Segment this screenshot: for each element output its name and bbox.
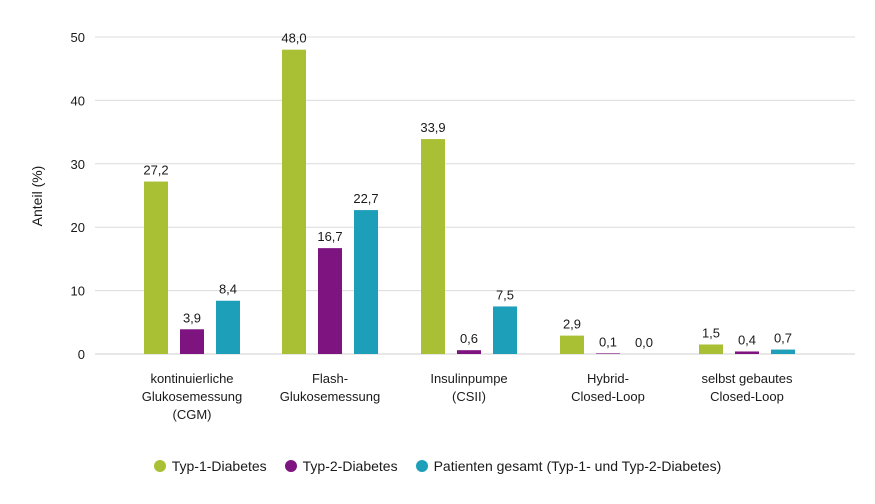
data-label: 7,5 <box>496 287 514 302</box>
data-label: 22,7 <box>353 191 378 206</box>
category-label: Flash- <box>312 371 348 386</box>
bar <box>596 353 620 354</box>
legend-swatch <box>415 460 428 472</box>
legend-swatch <box>153 460 166 472</box>
data-label: 0,0 <box>635 335 653 350</box>
bar <box>216 300 240 354</box>
data-label: 2,9 <box>563 317 581 332</box>
data-label: 33,9 <box>420 120 445 135</box>
y-tick-label: 40 <box>71 93 85 108</box>
y-tick-label: 20 <box>71 220 85 235</box>
legend-item: Typ-2-Diabetes <box>284 458 398 474</box>
legend-item: Patienten gesamt (Typ-1- und Typ-2-Diabe… <box>415 458 722 474</box>
data-label: 48,0 <box>281 31 306 46</box>
data-label: 3,9 <box>183 310 201 325</box>
bar <box>699 344 723 354</box>
category-label: Hybrid- <box>587 371 629 386</box>
data-label: 0,1 <box>599 334 617 349</box>
data-label: 8,4 <box>219 282 237 297</box>
y-tick-label: 30 <box>71 157 85 172</box>
bars: 27,2 48,0 33,9 2,9 1,5 3,9 16,7 0,6 0,1 0,4 8,4 22,… <box>143 31 795 355</box>
category-label: Glukosemessung <box>280 389 380 404</box>
category-label: Insulinpumpe <box>430 371 507 386</box>
bar <box>421 139 445 354</box>
y-tick-label: 10 <box>71 284 85 299</box>
category-label: (CGM) <box>173 407 212 422</box>
bar <box>180 329 204 354</box>
bar <box>144 181 168 354</box>
data-label: 0,4 <box>738 332 756 347</box>
bar <box>318 248 342 354</box>
y-axis-label: Anteil (%) <box>29 166 45 227</box>
bar <box>735 351 759 354</box>
bar <box>493 306 517 354</box>
legend-swatch <box>284 460 297 472</box>
category-label: Glukosemessung <box>142 389 242 404</box>
legend-label: Patienten gesamt (Typ-1- und Typ-2-Diabe… <box>433 458 722 474</box>
bar <box>282 49 306 355</box>
bar-chart: 0 10 20 30 40 50 Anteil (%) 27,2 48,0 33,9 2,9 1,… <box>29 30 855 422</box>
bar <box>457 350 481 354</box>
data-label: 0,7 <box>774 331 792 346</box>
data-label: 1,5 <box>702 325 720 340</box>
bar <box>771 349 795 354</box>
legend-item: Typ-1-Diabetes <box>153 458 267 474</box>
category-label: Closed-Loop <box>710 389 784 404</box>
data-label: 0,6 <box>460 331 478 346</box>
legend-label: Typ-1-Diabetes <box>171 458 267 474</box>
y-tick-label: 50 <box>71 30 85 45</box>
y-tick-label: 0 <box>78 347 85 362</box>
category-label: selbst gebautes <box>701 371 793 386</box>
gridlines <box>95 36 855 355</box>
bar <box>354 210 378 354</box>
category-label: Closed-Loop <box>571 389 645 404</box>
legend-label: Typ-2-Diabetes <box>302 458 398 474</box>
category-labels: kontinuierliche Glukosemessung (CGM) Flash-… <box>142 371 793 422</box>
data-label: 27,2 <box>143 163 168 178</box>
data-label: 16,7 <box>317 229 342 244</box>
category-label: kontinuierliche <box>150 371 233 386</box>
bar <box>560 335 584 354</box>
legend: Typ-1-Diabetes Typ-2-Diabetes Patienten ge… <box>0 458 875 474</box>
category-label: (CSII) <box>452 389 486 404</box>
y-axis-ticks: 0 10 20 30 40 50 <box>71 30 85 362</box>
